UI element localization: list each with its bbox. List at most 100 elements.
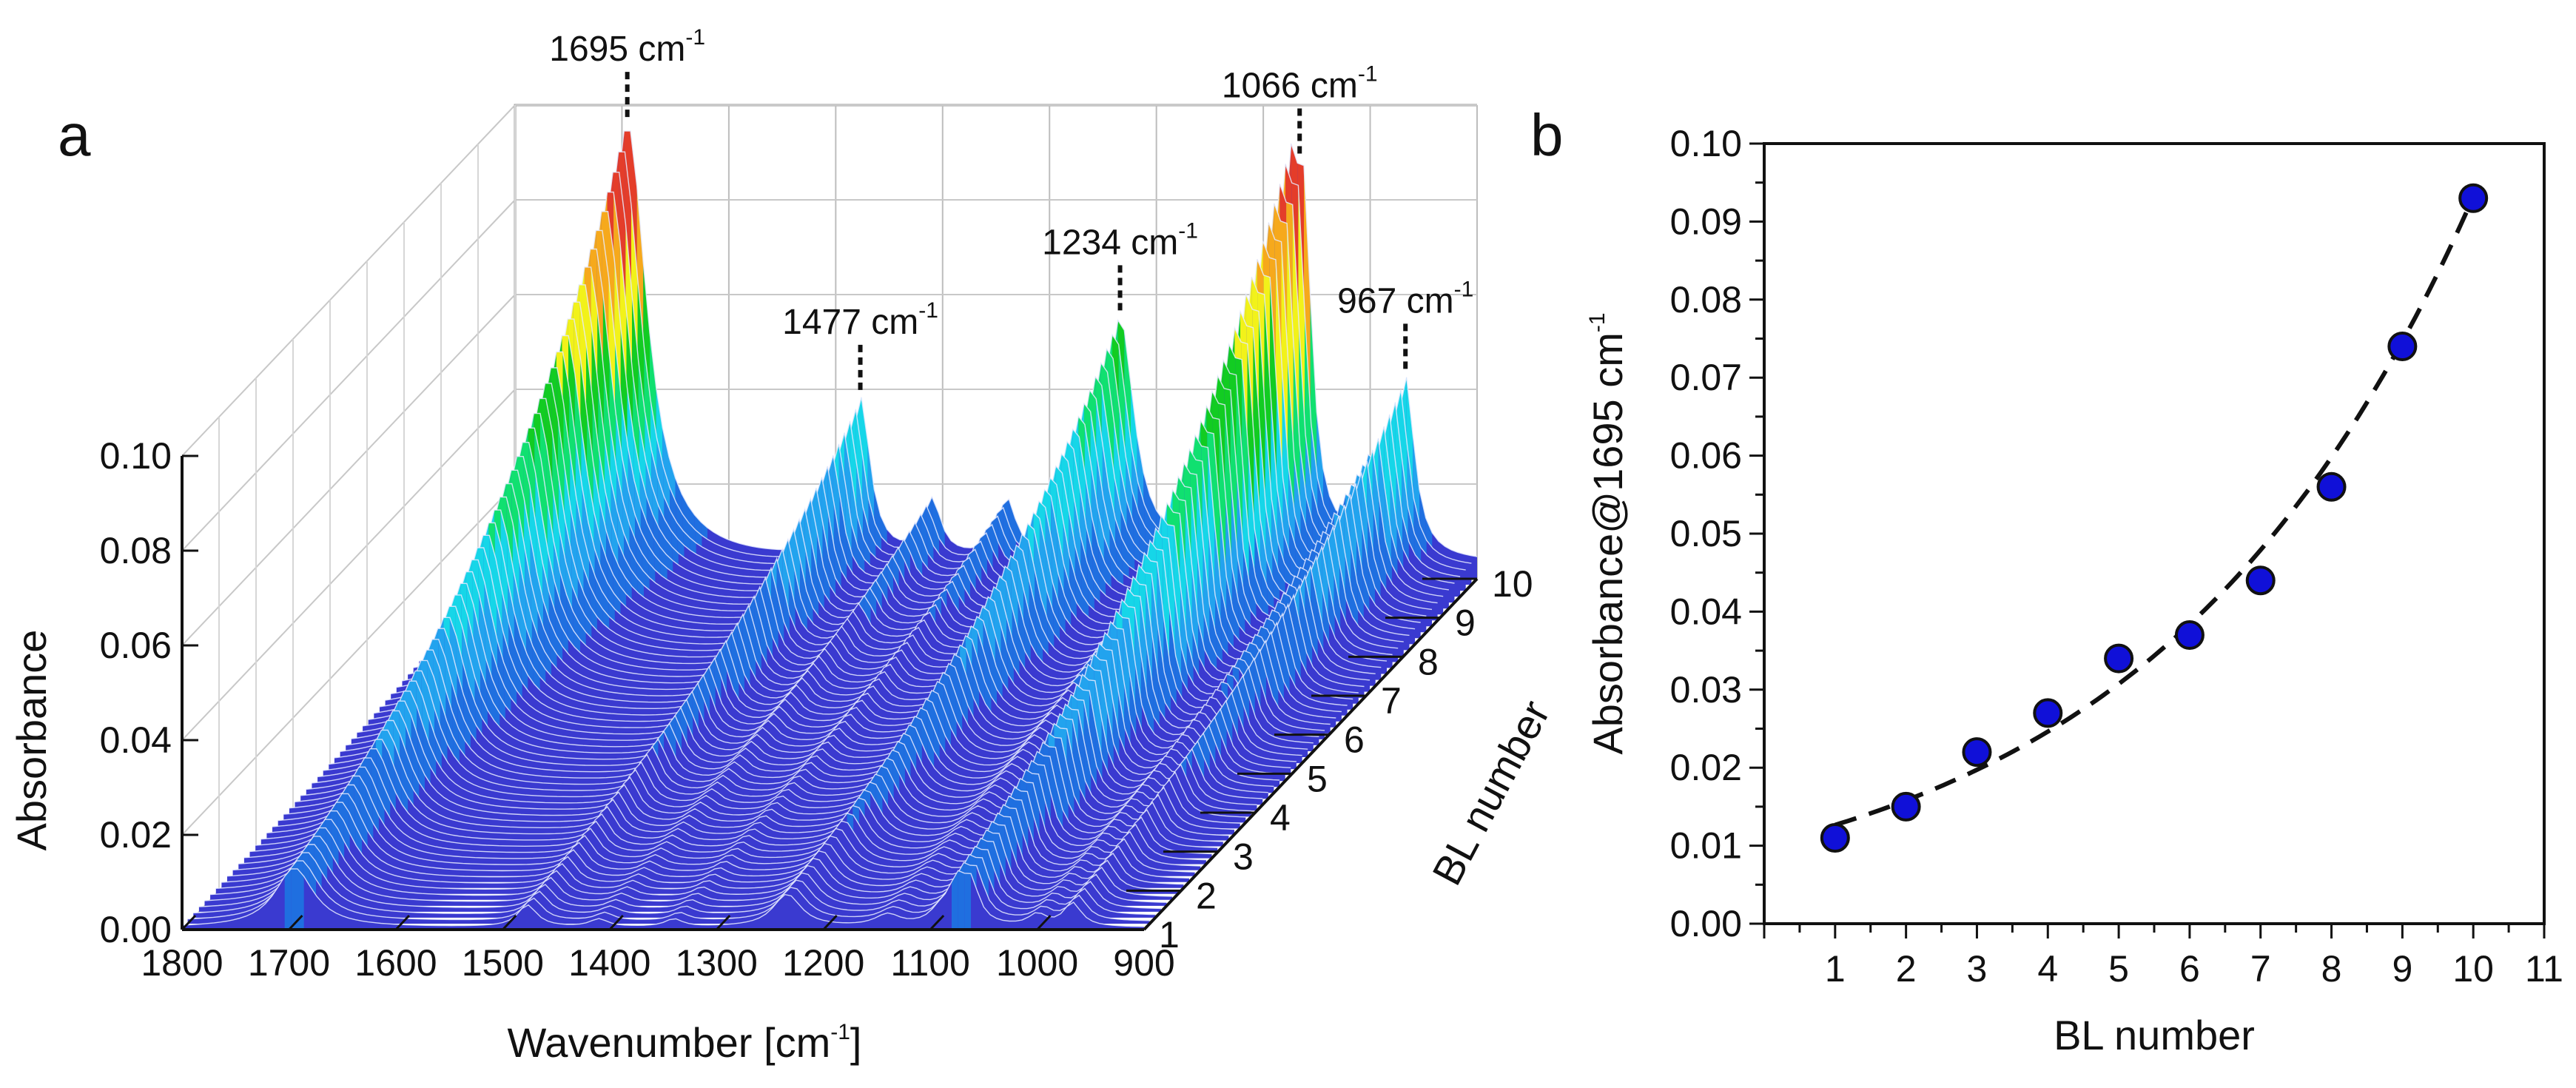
x-tick-label: 9 <box>2392 948 2412 990</box>
spectrum-slice <box>181 868 1145 930</box>
x-tick-label: 6 <box>2179 948 2200 990</box>
slice-outline <box>243 775 1206 861</box>
panel-b-scatter-chart: b 1 2 3 4 5 6 7 8 9 10 11 0.00 0.01 0.02 0.03 0.04 0.05… <box>1530 102 2563 1058</box>
panel-b-y-axis-title: Absorbance@1695 cm-1 <box>1584 312 1631 754</box>
x-tick-label: 1800 <box>141 942 223 984</box>
x-tick-label: 900 <box>1113 942 1174 984</box>
panel-b-x-axis-title: BL number <box>2054 1012 2255 1058</box>
left-wall-grid <box>181 294 516 646</box>
z-tick-label: 10 <box>1492 563 1533 605</box>
panel-a-x-tick-labels: 1800 1700 1600 1500 1400 1300 1200 1100 1000 900 <box>141 914 1175 984</box>
x-tick <box>822 914 838 931</box>
x-tick <box>929 914 945 931</box>
slice-outline <box>289 700 1251 812</box>
z-tick-label: 3 <box>1233 836 1254 878</box>
peak-label: 1066 cm-1 <box>1222 61 1378 105</box>
slice-outline <box>215 819 1178 891</box>
panel-a-z-axis-title: BL number <box>1423 693 1558 893</box>
data-point <box>2033 698 2063 728</box>
slice-outline <box>306 670 1268 793</box>
x-tick <box>1036 914 1052 931</box>
x-tick-label: 5 <box>2108 948 2129 990</box>
y-tick-label: 0.04 <box>1670 591 1742 632</box>
slice-outline <box>187 860 1150 921</box>
slice-outline <box>272 729 1235 830</box>
z-axis-line <box>1143 577 1479 931</box>
y-tick-label: 0.06 <box>1670 435 1742 477</box>
x-tick-label: 7 <box>2250 948 2271 990</box>
x-tick-label: 4 <box>2037 948 2058 990</box>
peak-label: 1695 cm-1 <box>549 25 705 69</box>
slice-outline <box>221 810 1184 885</box>
peak-label: 1477 cm-1 <box>782 298 938 342</box>
x-tick-label: 1 <box>1825 948 1846 990</box>
left-wall-grid <box>181 104 516 457</box>
y-tick-label: 0.10 <box>100 435 172 477</box>
y-tick-label: 0.02 <box>100 814 172 856</box>
x-tick-label: 1300 <box>676 942 758 984</box>
panel-b-y-tick-labels: 0.00 0.01 0.02 0.03 0.04 0.05 0.06 0.07 0.08 0.09… <box>1670 123 1742 944</box>
slice-outline <box>204 836 1167 903</box>
slice-outline <box>226 802 1190 879</box>
slice-outline <box>232 793 1195 873</box>
data-point <box>2104 643 2134 674</box>
data-point <box>1962 737 1992 768</box>
data-point <box>2458 183 2489 213</box>
slice-outline <box>210 827 1173 897</box>
y-tick-label: 0.06 <box>100 625 172 666</box>
panel-b-plot-frame <box>1763 142 2546 925</box>
panel-b-data-points <box>1820 183 2489 853</box>
z-tick-label: 7 <box>1381 680 1402 722</box>
peak-label: 1234 cm-1 <box>1042 218 1198 262</box>
data-point <box>2245 565 2276 596</box>
slice-outline <box>323 639 1285 775</box>
slice-outline <box>300 680 1263 799</box>
z-tick-label: 2 <box>1196 875 1217 916</box>
y-tick-label: 0.07 <box>1670 357 1742 398</box>
panel-a-y-axis-title: Absorbance <box>8 630 55 851</box>
x-tick-label: 1600 <box>354 942 437 984</box>
slice-outline <box>255 757 1218 848</box>
panel-a-waterfall-chart: a 1800 1700 1600 1500 1400 1300 1200 1100 1000 90… <box>8 25 1558 1066</box>
y-tick-label: 0.05 <box>1670 513 1742 554</box>
slice-outline <box>266 739 1229 836</box>
panel-a-y-tick-labels: 0.00 0.02 0.04 0.06 0.08 0.10 <box>100 435 198 950</box>
slice-outline <box>312 659 1274 788</box>
x-tick-label: 8 <box>2321 948 2342 990</box>
x-tick <box>394 914 410 931</box>
peak-label: 967 cm-1 <box>1337 277 1473 320</box>
slice-outline <box>260 748 1223 842</box>
x-tick-label: 1000 <box>996 942 1078 984</box>
slice-outline <box>283 710 1246 818</box>
slice-color-segment <box>291 868 297 930</box>
slice-outline <box>295 691 1257 805</box>
y-tick-label: 0.01 <box>1670 825 1742 867</box>
x-tick-label: 2 <box>1896 948 1917 990</box>
data-point <box>2174 620 2205 651</box>
z-tick-label: 9 <box>1455 602 1476 644</box>
left-wall-grid <box>181 483 516 836</box>
panel-b-fit-curve <box>1834 195 2475 827</box>
x-tick-label: 1700 <box>248 942 330 984</box>
panel-a-peak-annotations: 1695 cm-1 1477 cm-1 1234 cm-1 1066 cm-1 967 … <box>549 25 1473 390</box>
panel-b-label: b <box>1530 102 1564 168</box>
y-tick-label: 0.00 <box>1670 903 1742 944</box>
panel-b-x-tick-labels: 1 2 3 4 5 6 7 8 9 10 11 <box>1825 948 2563 990</box>
y-tick-label: 0.10 <box>1670 123 1742 164</box>
panel-a-axes <box>181 456 1479 931</box>
x-tick <box>288 914 303 931</box>
data-point <box>2387 332 2418 362</box>
y-tick-label: 0.08 <box>100 530 172 571</box>
slice-color-segment <box>958 870 965 930</box>
slice-outline <box>198 844 1161 910</box>
z-tick-label: 8 <box>1418 641 1439 682</box>
x-tick-label: 1200 <box>782 942 864 984</box>
x-tick-label: 10 <box>2452 948 2494 990</box>
y-tick-label: 0.09 <box>1670 201 1742 242</box>
data-point <box>2316 471 2347 502</box>
z-tick-label: 4 <box>1270 797 1291 839</box>
slice-color-segment <box>964 873 971 930</box>
x-tick-label: 3 <box>1967 948 1988 990</box>
slice-outline <box>249 766 1212 855</box>
